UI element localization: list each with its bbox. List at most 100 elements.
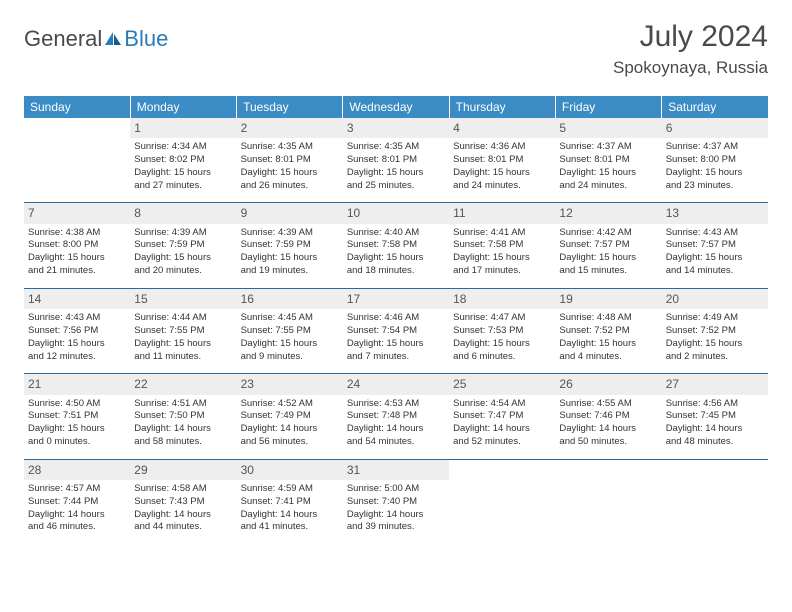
sun-info-line: Sunrise: 4:45 AM [241,312,339,325]
sun-info-line: Daylight: 14 hours [241,509,339,522]
sun-info-line: and 44 minutes. [134,521,232,534]
day-header: Tuesday [237,96,343,118]
sun-info-line: and 20 minutes. [134,265,232,278]
sun-info-line: and 56 minutes. [241,436,339,449]
sun-info-line: and 6 minutes. [453,351,551,364]
calendar-cell: 28Sunrise: 4:57 AMSunset: 7:44 PMDayligh… [24,459,130,544]
calendar-cell: 23Sunrise: 4:52 AMSunset: 7:49 PMDayligh… [237,374,343,459]
day-number: 12 [555,203,661,223]
day-number: 18 [449,289,555,309]
day-number: 19 [555,289,661,309]
sun-info-line: and 27 minutes. [134,180,232,193]
sun-info-line: Daylight: 15 hours [134,167,232,180]
sun-info-line: Daylight: 15 hours [241,338,339,351]
sun-info-line: Daylight: 15 hours [559,338,657,351]
sun-info-line: Daylight: 15 hours [28,423,126,436]
day-header: Monday [130,96,236,118]
sun-info-line: Sunset: 7:57 PM [559,239,657,252]
sun-info-line: Daylight: 14 hours [347,423,445,436]
sun-info-line: Daylight: 14 hours [241,423,339,436]
sun-info-line: Daylight: 15 hours [134,338,232,351]
sun-info-line: and 0 minutes. [28,436,126,449]
sun-info-line: and 52 minutes. [453,436,551,449]
day-number: 7 [24,203,130,223]
calendar-week-row: 7Sunrise: 4:38 AMSunset: 8:00 PMDaylight… [24,203,768,288]
calendar-cell: 2Sunrise: 4:35 AMSunset: 8:01 PMDaylight… [237,118,343,203]
calendar-cell: 5Sunrise: 4:37 AMSunset: 8:01 PMDaylight… [555,118,661,203]
sun-info-line: Sunset: 7:41 PM [241,496,339,509]
sun-info-line: Sunrise: 4:50 AM [28,398,126,411]
sun-info-line: Sunrise: 4:47 AM [453,312,551,325]
sun-info-line: Daylight: 15 hours [453,338,551,351]
sun-info-line: Sunset: 8:01 PM [453,154,551,167]
day-number: 29 [130,460,236,480]
calendar-cell: 22Sunrise: 4:51 AMSunset: 7:50 PMDayligh… [130,374,236,459]
calendar-cell: 3Sunrise: 4:35 AMSunset: 8:01 PMDaylight… [343,118,449,203]
sun-info-line: Sunset: 8:00 PM [666,154,764,167]
day-number [555,460,661,478]
calendar-week-row: 21Sunrise: 4:50 AMSunset: 7:51 PMDayligh… [24,374,768,459]
sun-info-line: Sunrise: 4:34 AM [134,141,232,154]
day-number: 25 [449,374,555,394]
sun-info-line: Sunset: 7:47 PM [453,410,551,423]
sun-info-line: Sunrise: 4:58 AM [134,483,232,496]
calendar-week-row: 1Sunrise: 4:34 AMSunset: 8:02 PMDaylight… [24,118,768,203]
sun-info-line: Sunrise: 4:57 AM [28,483,126,496]
sun-info-line: and 14 minutes. [666,265,764,278]
sun-info-line: Daylight: 15 hours [453,167,551,180]
sun-info-line: and 23 minutes. [666,180,764,193]
sun-info-line: and 19 minutes. [241,265,339,278]
sun-info-line: Daylight: 14 hours [453,423,551,436]
day-number: 1 [130,118,236,138]
sun-info-line: and 11 minutes. [134,351,232,364]
sun-info-line: Sunset: 7:54 PM [347,325,445,338]
sun-info-line: Sunset: 7:58 PM [347,239,445,252]
sun-info-line: Sunrise: 4:41 AM [453,227,551,240]
day-number: 11 [449,203,555,223]
logo-sail-icon [104,31,122,47]
day-number: 22 [130,374,236,394]
logo: General Blue [24,20,168,52]
sun-info-line: Sunset: 8:01 PM [559,154,657,167]
day-header: Saturday [662,96,768,118]
sun-info-line: Sunset: 8:01 PM [241,154,339,167]
day-number [24,118,130,136]
sun-info-line: Daylight: 15 hours [347,167,445,180]
calendar-cell: 18Sunrise: 4:47 AMSunset: 7:53 PMDayligh… [449,288,555,373]
sun-info-line: Daylight: 15 hours [347,338,445,351]
sun-info-line: and 25 minutes. [347,180,445,193]
day-number: 24 [343,374,449,394]
calendar-cell: 9Sunrise: 4:39 AMSunset: 7:59 PMDaylight… [237,203,343,288]
sun-info-line: and 12 minutes. [28,351,126,364]
calendar-table: SundayMondayTuesdayWednesdayThursdayFrid… [24,96,768,544]
sun-info-line: Daylight: 14 hours [347,509,445,522]
sun-info-line: and 17 minutes. [453,265,551,278]
sun-info-line: and 46 minutes. [28,521,126,534]
calendar-cell: 11Sunrise: 4:41 AMSunset: 7:58 PMDayligh… [449,203,555,288]
calendar-cell: 19Sunrise: 4:48 AMSunset: 7:52 PMDayligh… [555,288,661,373]
sun-info-line: Daylight: 15 hours [666,338,764,351]
sun-info-line: Sunrise: 4:43 AM [666,227,764,240]
sun-info-line: Sunrise: 4:51 AM [134,398,232,411]
day-number: 5 [555,118,661,138]
logo-word-1: General [24,26,102,52]
sun-info-line: Sunrise: 5:00 AM [347,483,445,496]
sun-info-line: Daylight: 15 hours [134,252,232,265]
calendar-cell: 10Sunrise: 4:40 AMSunset: 7:58 PMDayligh… [343,203,449,288]
sun-info-line: Sunrise: 4:37 AM [666,141,764,154]
sun-info-line: Daylight: 15 hours [666,252,764,265]
day-number: 27 [662,374,768,394]
calendar-cell: 21Sunrise: 4:50 AMSunset: 7:51 PMDayligh… [24,374,130,459]
sun-info-line: Daylight: 15 hours [241,252,339,265]
sun-info-line: Sunset: 7:50 PM [134,410,232,423]
sun-info-line: Daylight: 14 hours [28,509,126,522]
calendar-cell: 30Sunrise: 4:59 AMSunset: 7:41 PMDayligh… [237,459,343,544]
sun-info-line: Sunset: 7:46 PM [559,410,657,423]
day-number: 16 [237,289,343,309]
sun-info-line: Sunrise: 4:46 AM [347,312,445,325]
page-header: General Blue July 2024 Spokoynaya, Russi… [24,20,768,78]
sun-info-line: Sunrise: 4:48 AM [559,312,657,325]
day-number: 31 [343,460,449,480]
sun-info-line: and 26 minutes. [241,180,339,193]
month-title: July 2024 [613,20,768,54]
